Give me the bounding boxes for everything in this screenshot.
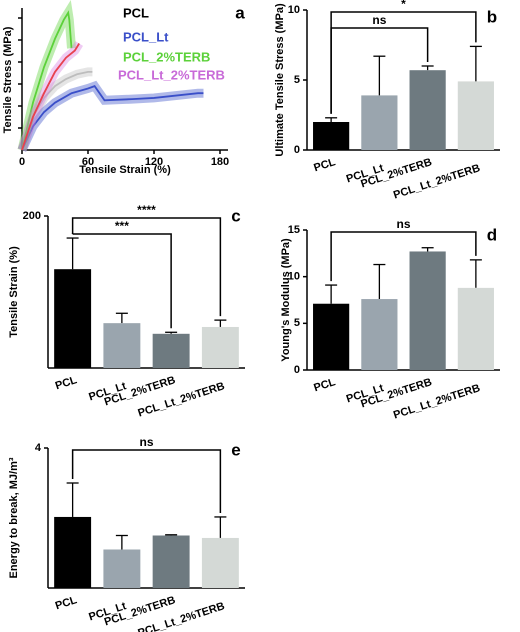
bracket bbox=[330, 11, 477, 114]
y-tick-label: 4 bbox=[35, 442, 42, 454]
x-tick-label: PCL bbox=[54, 594, 79, 612]
bracket bbox=[330, 231, 477, 282]
bar bbox=[152, 535, 190, 588]
panel-label: e bbox=[231, 440, 240, 459]
bracket bbox=[71, 217, 222, 317]
y-tick-label: 5 bbox=[294, 74, 300, 86]
bar bbox=[457, 81, 494, 150]
curve bbox=[21, 10, 73, 151]
x-tick-label: 120 bbox=[145, 156, 163, 168]
bar bbox=[103, 323, 141, 368]
x-tick-label: 60 bbox=[82, 156, 94, 168]
legend-label: PCL_Lt bbox=[123, 29, 169, 44]
significance: ns bbox=[139, 435, 153, 449]
curve bbox=[21, 43, 80, 151]
y-tick-label: 10 bbox=[288, 271, 300, 283]
significance: *** bbox=[115, 219, 129, 233]
x-tick-label: 0 bbox=[19, 156, 25, 168]
significance: ns bbox=[396, 217, 410, 231]
y-tick-label: 5 bbox=[294, 317, 300, 329]
bar bbox=[409, 251, 446, 370]
y-tick-label: 15 bbox=[288, 224, 300, 236]
y-axis-title: Tensile Strain (%) bbox=[8, 246, 20, 338]
x-axis-title: Tensile Strain (%) bbox=[79, 164, 171, 176]
y-axis-title: Young's Modulus (MPa) bbox=[280, 238, 292, 362]
bar bbox=[54, 269, 92, 368]
bar bbox=[313, 303, 350, 370]
significance: * bbox=[401, 0, 406, 11]
curve bbox=[21, 85, 204, 151]
panel-label: a bbox=[235, 3, 245, 22]
y-tick-label: 200 bbox=[23, 210, 41, 222]
x-tick-label: PCL bbox=[54, 374, 79, 392]
legend-label: PCL_2%TERB bbox=[123, 49, 210, 64]
y-tick-label: 0 bbox=[294, 144, 300, 156]
bar bbox=[457, 287, 494, 370]
bar bbox=[103, 549, 141, 588]
y-tick-label: 0 bbox=[294, 364, 300, 376]
panel-label: b bbox=[487, 7, 497, 26]
significance: ns bbox=[372, 13, 386, 27]
y-axis-title: Energy to break, MJ/m³ bbox=[8, 457, 20, 578]
bar bbox=[361, 299, 398, 370]
bar bbox=[152, 333, 190, 368]
bar bbox=[409, 70, 446, 150]
bar bbox=[201, 326, 239, 368]
panel-label: d bbox=[487, 225, 497, 244]
bar bbox=[313, 122, 350, 150]
y-tick-label: 10 bbox=[288, 4, 300, 16]
significance: **** bbox=[137, 203, 156, 217]
bar bbox=[54, 516, 92, 588]
y-axis-title: Tensile Stress (MPa) bbox=[2, 26, 14, 133]
legend-label: PCL_Lt_2%TERB bbox=[118, 67, 225, 82]
legend-label: PCL bbox=[123, 5, 149, 20]
y-axis-title: Ultimate Tensile Stress (MPa) bbox=[274, 3, 286, 157]
panel-label: c bbox=[231, 206, 240, 225]
x-tick-label: PCL bbox=[312, 156, 337, 174]
bar bbox=[361, 95, 398, 150]
x-tick-label: 180 bbox=[211, 156, 229, 168]
bar bbox=[201, 537, 239, 588]
bracket bbox=[71, 449, 222, 513]
x-tick-label: PCL bbox=[312, 376, 337, 394]
